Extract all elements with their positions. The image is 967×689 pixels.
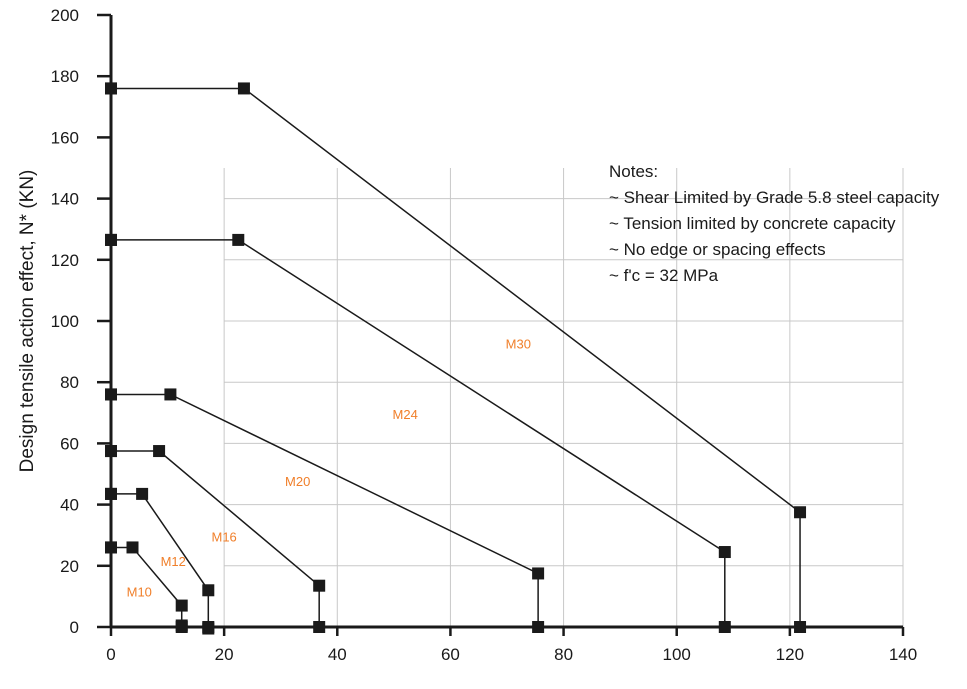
series-line-m20 xyxy=(111,393,539,627)
series-line-m24 xyxy=(111,239,726,627)
x-tick-label-3: 60 xyxy=(441,645,460,664)
note-line-3: ~ No edge or spacing effects xyxy=(609,240,826,259)
y-tick-label-6: 120 xyxy=(51,251,79,270)
x-tick-label-5: 100 xyxy=(663,645,691,664)
series-layer xyxy=(111,87,801,627)
y-tick-label-10: 200 xyxy=(51,6,79,25)
x-tick-label-4: 80 xyxy=(554,645,573,664)
y-tick-label-3: 60 xyxy=(60,434,79,453)
y-tick-label-9: 180 xyxy=(51,67,79,86)
series-label-m10: M10 xyxy=(127,584,152,599)
x-tick-label-7: 140 xyxy=(889,645,917,664)
point-m20-1 xyxy=(164,388,177,401)
point-extra-0 xyxy=(105,82,117,95)
y-tick-label-2: 40 xyxy=(60,496,79,515)
series-label-m20: M20 xyxy=(285,474,310,489)
note-line-2: ~ Tension limited by concrete capacity xyxy=(609,214,896,233)
point-m16-3 xyxy=(313,621,326,633)
point-m16-2 xyxy=(313,579,326,592)
point-m20-2 xyxy=(532,567,545,580)
y-tick-label-4: 80 xyxy=(60,373,79,392)
point-m24-2 xyxy=(718,546,731,559)
point-m30-2 xyxy=(794,506,807,519)
marker-layer xyxy=(105,82,807,635)
point-m16-1 xyxy=(153,445,166,458)
y-tick-label-5: 100 xyxy=(51,312,79,331)
series-label-m30: M30 xyxy=(506,337,531,352)
notes-layer: Notes: ~ Shear Limited by Grade 5.8 steel… xyxy=(609,162,940,285)
x-tick-label-6: 120 xyxy=(776,645,804,664)
point-m24-3 xyxy=(718,621,731,633)
point-m10-2 xyxy=(175,599,188,612)
point-m20-3 xyxy=(532,621,545,633)
x-tick-label-0: 0 xyxy=(106,645,115,664)
axis-layer: 0 20 40 60 80 100 120 140 0 20 40 60 80 100 120 140 160 1… xyxy=(17,6,917,664)
note-line-1: ~ Shear Limited by Grade 5.8 steel capac… xyxy=(609,188,940,207)
point-m30-1 xyxy=(237,82,250,95)
grid-layer xyxy=(223,168,904,627)
point-extra-4 xyxy=(105,487,117,500)
label-layer: M10 M12 M16 M20 M24 M30 xyxy=(127,337,531,600)
x-tick-label-2: 40 xyxy=(328,645,347,664)
point-extra-6 xyxy=(175,619,188,632)
notes-heading: Notes: xyxy=(609,162,658,181)
series-line-m16 xyxy=(111,450,320,627)
y-axis-title: Design tensile action effect, N* (KN) xyxy=(17,170,38,473)
series-line-m10 xyxy=(111,546,183,627)
point-extra-5 xyxy=(105,541,117,554)
point-m24-1 xyxy=(232,233,245,246)
point-extra-1 xyxy=(105,233,117,246)
x-tick-label-1: 20 xyxy=(215,645,234,664)
y-tick-label-0: 0 xyxy=(70,618,79,637)
y-tick-label-7: 140 xyxy=(51,190,79,209)
note-line-4: ~ f'c = 32 MPa xyxy=(609,266,719,285)
y-tick-label-1: 20 xyxy=(60,557,79,576)
y-tick-label-8: 160 xyxy=(51,128,79,147)
point-extra-3 xyxy=(105,445,117,458)
series-line-m30 xyxy=(111,87,801,627)
series-label-m24: M24 xyxy=(393,407,418,422)
point-m12-1 xyxy=(136,487,149,500)
series-label-m16: M16 xyxy=(211,529,236,544)
point-m12-2 xyxy=(202,584,215,597)
series-label-m12: M12 xyxy=(161,554,186,569)
point-extra-2 xyxy=(105,388,117,401)
point-m30-3 xyxy=(794,621,807,633)
point-extra-7 xyxy=(202,622,215,635)
series-line-m12 xyxy=(111,493,210,627)
point-m10-1 xyxy=(126,541,139,554)
